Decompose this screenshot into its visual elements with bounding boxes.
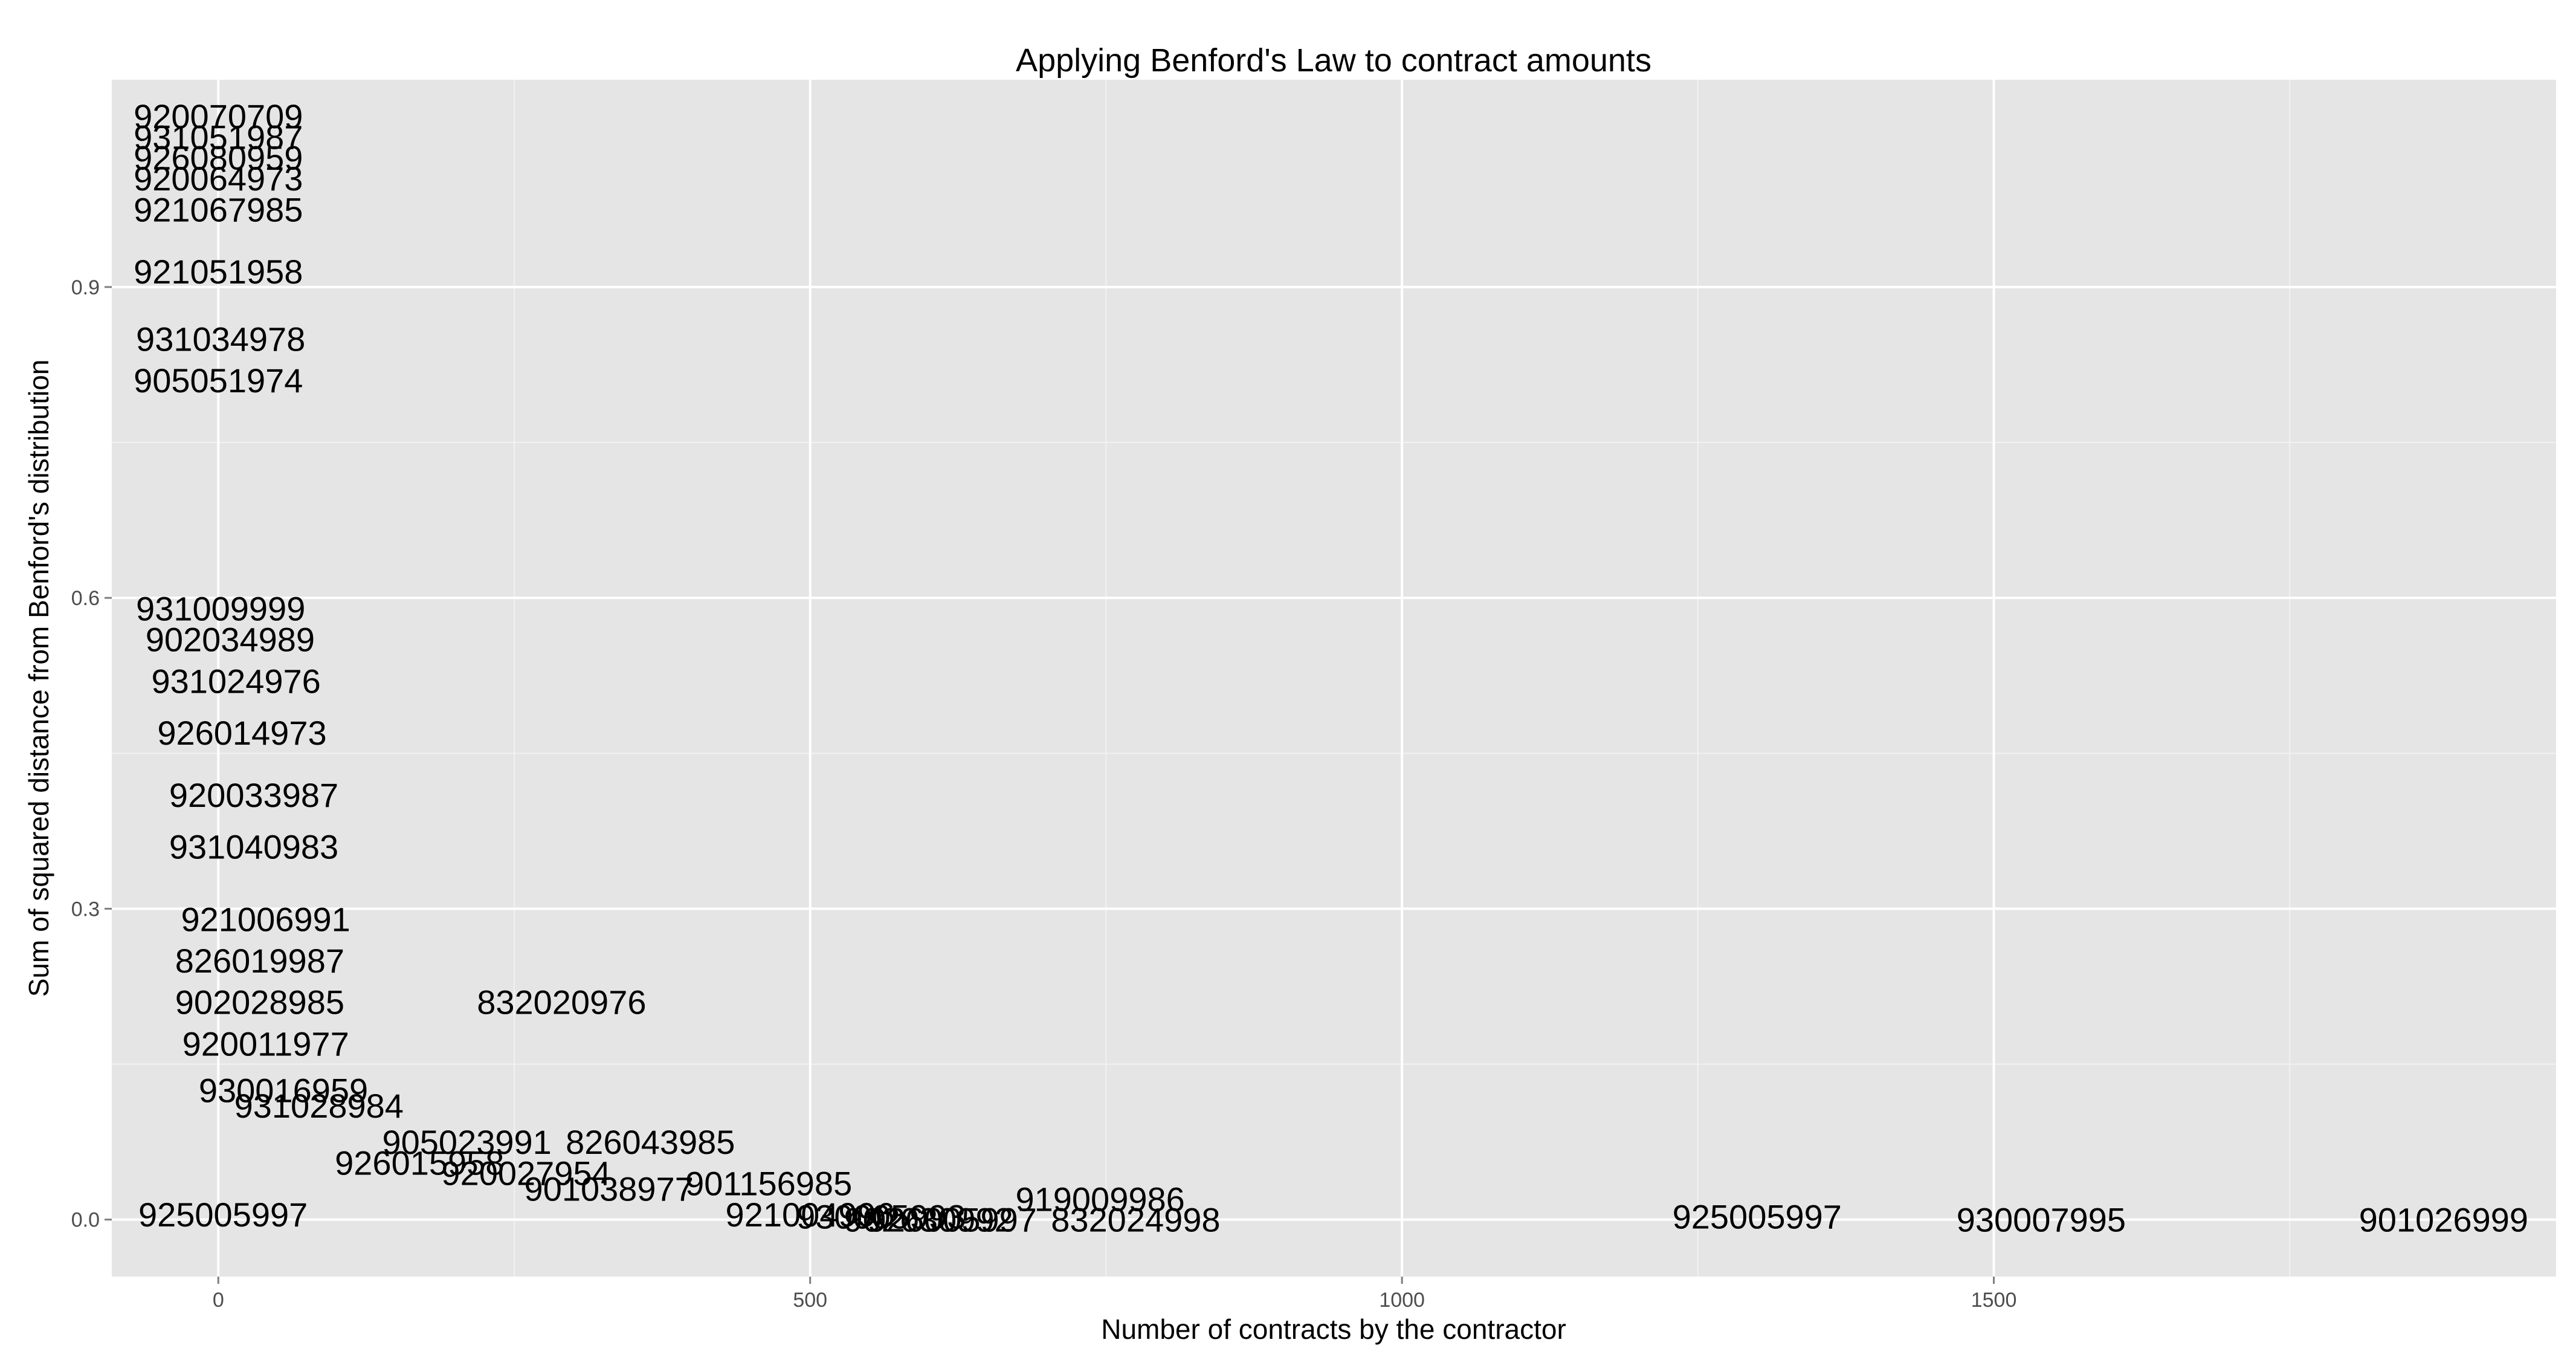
y-axis-ticks: 0.0 0.3 0.6 0.9 — [71, 276, 112, 1232]
point-label: 905023991 — [382, 1123, 551, 1161]
point-label: 826019987 — [175, 942, 344, 980]
point-label: 931024976 — [152, 662, 321, 700]
point-label: 931028984 — [234, 1087, 404, 1125]
point-label: 926005997 — [868, 1201, 1037, 1239]
x-tick-label: 1000 — [1379, 1289, 1425, 1312]
point-label: 920011977 — [182, 1025, 349, 1063]
point-label: 931034978 — [136, 320, 305, 358]
x-tick-label: 0 — [213, 1289, 224, 1312]
point-label: 832024998 — [1051, 1201, 1220, 1239]
point-label: 920070709 — [134, 97, 303, 135]
y-tick-label: 0.3 — [71, 898, 100, 921]
point-label: 902030992 — [844, 1201, 1013, 1239]
point-label: 901156985 — [685, 1165, 852, 1203]
point-label: 920033987 — [169, 776, 338, 814]
y-axis-label: Sum of squared distance from Benford's d… — [23, 360, 54, 997]
panel-background — [112, 80, 2556, 1277]
point-label: 921067985 — [134, 190, 303, 228]
point-label: 926080959 — [134, 139, 303, 177]
point-label: 930016959 — [199, 1071, 368, 1109]
point-label: 931051987 — [134, 118, 303, 156]
point-label: 930007995 — [1957, 1201, 2126, 1239]
point-label: 925005997 — [138, 1196, 308, 1234]
point-label: 901038977 — [525, 1170, 694, 1208]
point-label: 920027954 — [441, 1154, 610, 1193]
y-tick-label: 0.6 — [71, 587, 100, 610]
x-tick-label: 500 — [793, 1289, 827, 1312]
point-label: 901026999 — [2359, 1201, 2528, 1239]
point-label: 921006991 — [181, 901, 350, 939]
point-label: 930005993 — [796, 1198, 966, 1236]
point-label: 921004996 — [726, 1196, 895, 1234]
x-tick-label: 1500 — [1971, 1289, 2017, 1312]
point-label: 921051958 — [134, 253, 303, 291]
point-label: 925005997 — [1673, 1198, 1842, 1236]
point-label: 926015958 — [335, 1144, 504, 1182]
chart-title: Applying Benford's Law to contract amoun… — [1016, 42, 1651, 79]
point-label: 826043985 — [566, 1123, 735, 1161]
major-gridlines — [112, 80, 2556, 1277]
point-label: 902034989 — [146, 621, 315, 659]
point-label: 920064973 — [134, 160, 303, 198]
point-label: 926014973 — [157, 714, 326, 752]
point-label: 832020976 — [477, 983, 646, 1022]
x-axis-label: Number of contracts by the contractor — [1101, 1313, 1566, 1345]
y-tick-label: 0.0 — [71, 1209, 100, 1232]
point-label: 902028985 — [175, 983, 344, 1022]
point-label: 931009999 — [136, 589, 305, 627]
point-label: 931040983 — [169, 828, 338, 866]
point-labels: 925005997 931034978 931009999 832020976 8260… — [134, 97, 2528, 1239]
point-label: 919009986 — [1015, 1180, 1184, 1218]
minor-gridlines — [112, 80, 2556, 1277]
point-label: 905051974 — [134, 361, 303, 400]
x-axis-ticks: 0 500 1000 1500 — [213, 1277, 2017, 1312]
y-tick-label: 0.9 — [71, 276, 100, 299]
